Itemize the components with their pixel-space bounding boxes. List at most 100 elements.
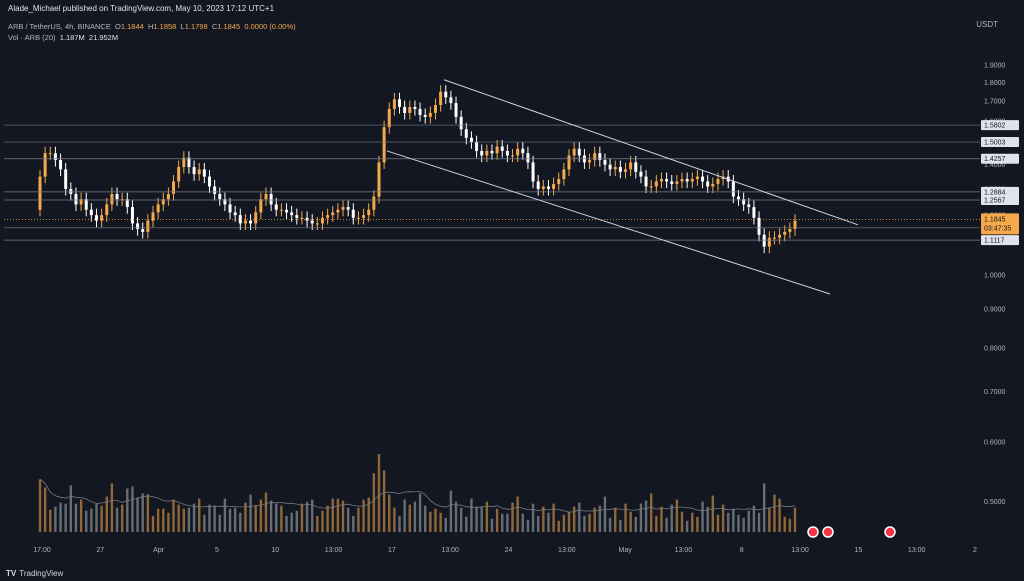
volume-bar — [696, 516, 699, 532]
candle-body — [541, 186, 545, 189]
volume-bar — [321, 510, 324, 532]
volume-bar — [680, 511, 684, 532]
volume-bar — [120, 504, 124, 532]
currency-label[interactable]: USDT — [976, 20, 998, 29]
candle-body — [716, 179, 720, 184]
x-tick-label: 5 — [215, 547, 219, 554]
volume-bar — [434, 508, 437, 532]
volume-bar — [64, 503, 67, 532]
candle-body — [53, 153, 57, 161]
y-tick-label: 0.9000 — [984, 307, 1006, 314]
volume-bar — [362, 499, 365, 532]
last-price-tag — [981, 213, 1019, 235]
volume-bar — [398, 515, 401, 532]
candle-body — [690, 179, 694, 182]
volume-bar — [228, 508, 232, 532]
volume-bar — [459, 507, 463, 532]
volume-bar — [326, 505, 329, 532]
candle-body — [110, 194, 114, 205]
volume-bar — [280, 505, 283, 532]
symbol-label[interactable]: ARB / TetherUS, 4h, BINANCE — [8, 22, 111, 31]
volume-bar — [619, 519, 622, 532]
volume-bar — [567, 511, 571, 532]
candle-body — [213, 186, 217, 195]
volume-bar — [331, 498, 334, 532]
x-tick-label: May — [619, 547, 633, 554]
candle-body — [695, 176, 699, 180]
volume-bar — [454, 501, 458, 532]
candle-body — [228, 204, 232, 213]
candle-body — [495, 146, 499, 154]
volume-bar — [747, 510, 750, 532]
candle-body — [274, 204, 278, 210]
volume-bar — [706, 506, 709, 532]
volume-legend: Vol · ARB (20) 1.187M 21.952M — [8, 33, 118, 42]
candle-body — [156, 204, 160, 213]
candle-body — [444, 91, 448, 98]
y-tick-label: 0.8000 — [984, 345, 1006, 352]
volume-bar — [85, 510, 88, 532]
y-tick-label: 1.0000 — [984, 272, 1006, 279]
candle-body — [428, 112, 432, 117]
volume-bar — [418, 493, 422, 532]
candle-body — [146, 220, 150, 232]
candle-body — [362, 215, 366, 218]
candle-body — [618, 167, 622, 172]
volume-ma-value: 21.952M — [88, 33, 119, 42]
volume-bar — [54, 506, 57, 532]
candle-body — [644, 176, 648, 187]
x-tick-label: 13:00 — [441, 547, 459, 554]
candle-body — [233, 212, 237, 216]
candle-body — [485, 150, 489, 156]
candle-body — [608, 164, 612, 170]
tradingview-brand[interactable]: TV TradingView — [6, 569, 63, 578]
volume-bar — [547, 512, 550, 532]
volume-bar — [382, 470, 386, 532]
volume-label[interactable]: Vol · ARB (20) — [8, 33, 56, 42]
chart-header: Alade_Michael published on TradingView.c… — [0, 0, 1024, 16]
candle-body — [285, 209, 289, 213]
candle-body — [521, 148, 525, 154]
candle-body — [279, 209, 283, 211]
volume-bar — [311, 499, 314, 532]
volume-bar — [644, 500, 648, 532]
volume-bar — [223, 498, 227, 532]
candle-body — [74, 194, 78, 205]
candle-body — [38, 176, 42, 210]
candle-body — [423, 114, 427, 117]
candle-body — [511, 155, 515, 157]
candle-body — [320, 217, 324, 224]
candle-body — [249, 220, 253, 224]
chart-footer: TV TradingView — [0, 567, 1024, 581]
candle-body — [747, 204, 751, 208]
price-level-label: 1.1117 — [984, 238, 1004, 245]
change-value: 0.0000 (0.00%) — [244, 22, 296, 31]
candle-body — [392, 99, 396, 109]
price-level-label: 1.5802 — [984, 123, 1006, 130]
volume-bar — [300, 503, 304, 532]
candle-body — [382, 127, 386, 163]
volume-bar — [38, 479, 42, 532]
candle-body — [264, 194, 268, 200]
candle-body — [377, 162, 381, 197]
volume-bar — [557, 520, 560, 532]
price-level-tag — [981, 186, 1019, 197]
high-label: H — [147, 22, 154, 31]
candle-body — [505, 150, 509, 156]
volume-bar — [367, 497, 370, 532]
close-value: 1.1845 — [217, 22, 241, 31]
volume-bar — [521, 513, 524, 532]
candle-body — [136, 223, 140, 230]
candle-body — [254, 212, 258, 224]
volume-bar — [449, 490, 453, 532]
candle-body — [577, 148, 581, 156]
volume-bar — [172, 499, 175, 532]
economic-event-flag-icon — [807, 526, 819, 538]
volume-bar — [783, 516, 786, 532]
candle-body — [69, 188, 73, 195]
volume-bar — [413, 501, 417, 532]
candle-body — [546, 186, 550, 189]
candle-body — [778, 234, 782, 238]
candle-body — [243, 220, 247, 224]
